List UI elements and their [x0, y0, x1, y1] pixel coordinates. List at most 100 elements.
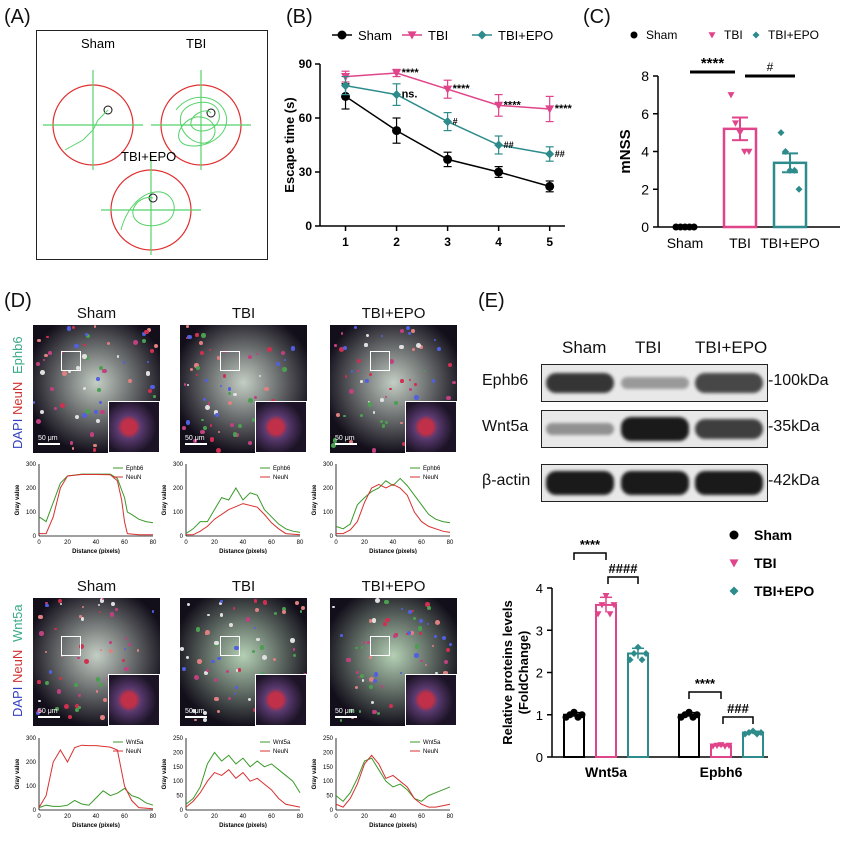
data-point [709, 743, 717, 750]
legend-marker [729, 586, 739, 596]
sig-bracket [607, 576, 639, 584]
blot-strip [541, 410, 768, 448]
data-point [690, 223, 698, 231]
panel-label-d: (D) [4, 290, 32, 312]
blot-row-label: Ephb6 [482, 372, 529, 389]
micrograph-title: TBI [231, 578, 256, 595]
sig-bracket [688, 691, 722, 699]
data-point [545, 181, 555, 191]
panel-a-swim-paths: Sham TBI TBI+EPO [43, 36, 251, 255]
x-tick-label: 20 [211, 540, 218, 546]
sig-label: ### [727, 701, 749, 716]
legend-label: NeuN [126, 749, 141, 755]
x-tick-label: 80 [150, 540, 157, 546]
data-point [782, 148, 789, 155]
x-tick-label: 80 [297, 814, 304, 820]
significance-label: ## [504, 140, 514, 150]
micrograph-image: 50 μm [180, 598, 307, 726]
blot-band [621, 471, 689, 495]
micrograph-image: 50 μm [330, 598, 457, 726]
scale-bar: 50 μm [335, 708, 357, 718]
y-tick-label: 60 [299, 111, 313, 125]
y-tick-label: 30 [299, 165, 313, 179]
data-point [443, 154, 453, 164]
channel-label: Ephb6 [10, 336, 25, 374]
x-axis-title: Distance (pixels) [72, 823, 120, 828]
x-tick-label: 60 [121, 814, 128, 820]
data-point [693, 711, 701, 719]
y-axis-title: mNSS [617, 129, 634, 173]
x-tick-label: 0 [184, 814, 188, 820]
blot-row-label: β-actin [482, 472, 531, 489]
blot-band [695, 419, 763, 439]
blot-kda-label: -35kDa [768, 418, 820, 435]
micrograph-title: TBI+EPO [361, 305, 426, 322]
x-tick-label: 4 [495, 235, 502, 249]
roi-box [370, 351, 390, 371]
x-tick-label: 40 [93, 814, 100, 820]
gray-value-chart: 0 100 200 300 0 20 40 60 80 Distance (pixels) Gray… [162, 462, 304, 554]
micrograph-image: 50 μm [33, 598, 160, 726]
x-tick-label: Sham [667, 235, 704, 251]
blot-lane-label: TBI+EPO [695, 338, 768, 357]
data-point [745, 148, 753, 155]
x-tick-label: 0 [37, 540, 41, 546]
y-axis-title: Gray value [162, 758, 168, 789]
data-point [721, 743, 729, 750]
y-tick-label: 0 [330, 808, 334, 814]
data-point [736, 129, 744, 137]
channel-label: NeuN [10, 381, 25, 415]
legend-label: Wnt5a [423, 740, 441, 746]
x-tick-label: 1 [342, 235, 349, 249]
y-tick-label: 250 [323, 736, 334, 742]
zoom-inset [108, 401, 160, 453]
micrograph-image: 50 μm [180, 325, 307, 453]
legend-marker [477, 30, 487, 40]
scale-bar: 50 μm [38, 708, 60, 718]
x-tick-label: 20 [64, 814, 71, 820]
data-point [570, 708, 578, 716]
data-point [626, 656, 634, 664]
tbi-epo-arena [101, 155, 201, 255]
legend-label: Wnt5a [126, 740, 144, 746]
data-point [341, 81, 351, 91]
y-tick-label: 100 [26, 784, 37, 790]
legend-marker [708, 32, 716, 39]
y-tick-label: 300 [173, 462, 184, 468]
x-tick-label: 20 [64, 540, 71, 546]
x-tick-label: Epbh6 [700, 764, 743, 780]
sig-bracket [722, 716, 754, 724]
x-tick-label: 0 [184, 540, 188, 546]
y-tick-label: 0 [33, 534, 37, 540]
x-axis-title: Distance (pixels) [219, 823, 267, 828]
blot-band [621, 377, 689, 389]
y-tick-label: 2 [536, 666, 543, 681]
bar-1 [722, 127, 758, 229]
y-tick-label: 100 [173, 510, 184, 516]
x-tick-label: 40 [240, 540, 247, 546]
y-tick-label: 200 [26, 760, 37, 766]
legend-label: Sham [754, 527, 792, 543]
blot-band [621, 417, 689, 441]
y-tick-label: 200 [323, 750, 334, 756]
red-trace [186, 503, 301, 536]
scale-bar: 50 μm [38, 435, 60, 445]
data-point [392, 126, 402, 136]
zoom-inset [255, 674, 307, 726]
y-tick-label: 3 [536, 623, 543, 638]
roi-box [370, 636, 390, 656]
y-tick-label: 200 [173, 750, 184, 756]
data-point [392, 69, 402, 78]
green-trace [185, 751, 301, 805]
data-point [741, 148, 748, 155]
data-point [392, 90, 402, 100]
y-tick-label: 0 [330, 534, 334, 540]
scale-bar: 50 μm [335, 435, 357, 445]
data-point [713, 742, 721, 750]
x-tick-label: 60 [121, 540, 128, 546]
scale-bar: 50 μm [185, 708, 207, 718]
y-tick-label: 200 [173, 486, 184, 492]
x-tick-label: 60 [418, 814, 425, 820]
y-tick-label: 300 [26, 736, 37, 742]
legend-marker [752, 31, 760, 39]
